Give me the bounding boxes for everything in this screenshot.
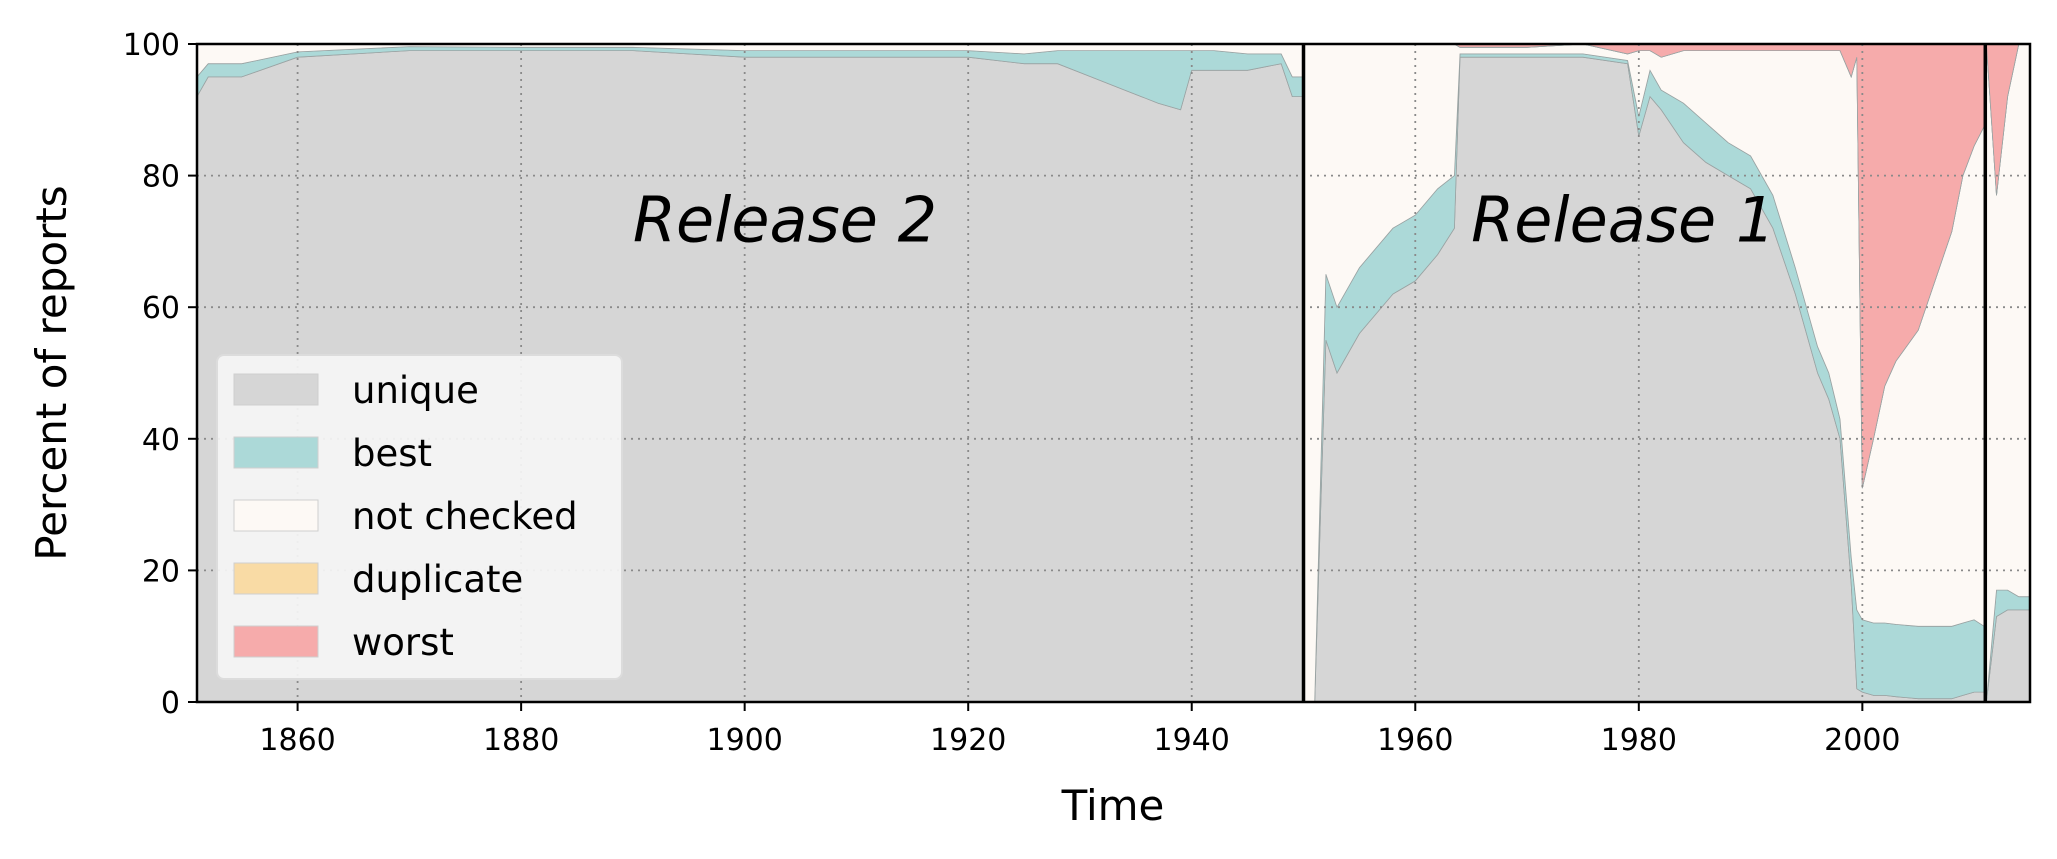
- legend-label: worst: [352, 621, 454, 664]
- y-tick-label: 60: [142, 291, 180, 326]
- legend-label: not checked: [352, 495, 578, 538]
- y-tick-label: 0: [161, 686, 180, 721]
- legend-swatch: [233, 499, 319, 532]
- legend: unique best not checked duplicate worst: [216, 354, 623, 680]
- legend-swatch: [233, 562, 319, 595]
- x-axis-ticks: 1860 1880 1900 1920 1940 1960 1980 2000: [259, 702, 1901, 758]
- x-tick-label: 2000: [1824, 723, 1900, 758]
- x-tick-label: 1960: [1377, 723, 1453, 758]
- legend-label: unique: [352, 369, 479, 412]
- y-axis-label: Percent of reports: [27, 185, 76, 560]
- x-tick-label: 1980: [1601, 723, 1677, 758]
- release-annotation: Release 1: [1471, 183, 1775, 256]
- legend-box: [216, 354, 623, 680]
- x-axis-label: Time: [1061, 781, 1165, 830]
- release-boundary-lines: [1301, 44, 1988, 702]
- y-tick-label: 40: [142, 423, 180, 458]
- y-tick-label: 20: [142, 554, 180, 589]
- x-tick-label: 1920: [930, 723, 1006, 758]
- legend-label: best: [352, 432, 432, 475]
- plot-frame: [195, 42, 2032, 704]
- y-tick-label: 100: [123, 28, 180, 63]
- y-axis-ticks: 0 20 40 60 80 100: [123, 28, 197, 721]
- legend-swatch: [233, 436, 319, 469]
- y-tick-label: 80: [142, 160, 180, 195]
- legend-swatch: [233, 625, 319, 658]
- release-annotation: Release 2: [633, 183, 937, 256]
- x-tick-label: 1940: [1154, 723, 1230, 758]
- area-not-checked: [197, 44, 2030, 702]
- x-tick-label: 1860: [259, 723, 335, 758]
- annotations: Release 2 Release 1: [633, 183, 1775, 256]
- x-tick-label: 1880: [483, 723, 559, 758]
- legend-swatch: [233, 373, 319, 406]
- legend-label: duplicate: [352, 558, 523, 601]
- x-tick-label: 1900: [706, 723, 782, 758]
